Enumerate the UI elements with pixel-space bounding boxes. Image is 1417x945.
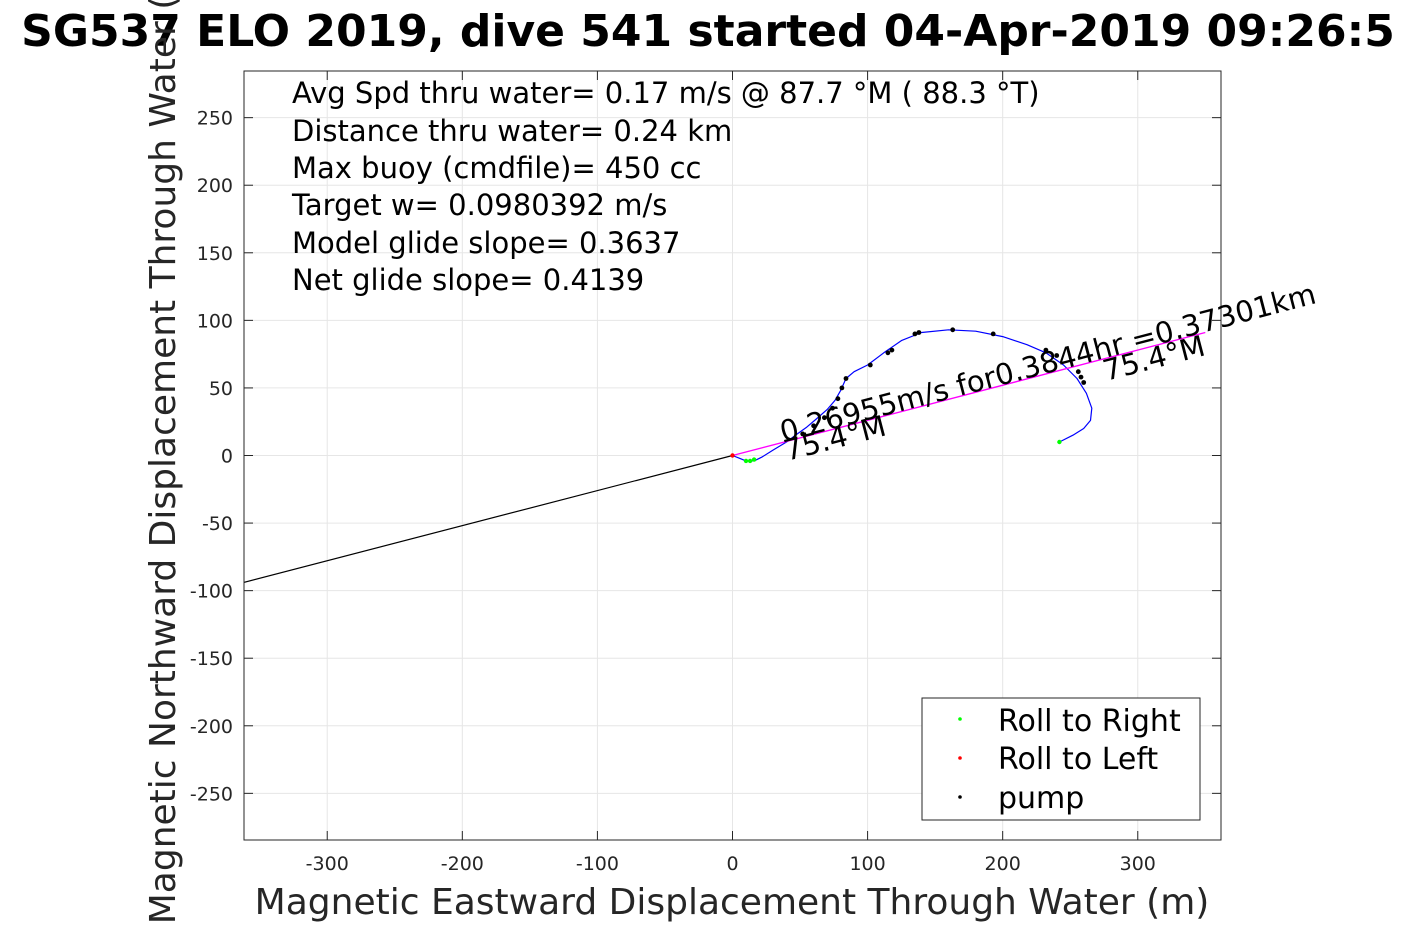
annotation-avg-speed: Avg Spd thru water= 0.17 m/s @ 87.7 °M (… (292, 76, 1040, 110)
y-tick-label: 50 (209, 378, 233, 400)
annotation-target-w: Target w= 0.0980392 m/s (291, 188, 667, 222)
x-tick-label: -200 (441, 853, 484, 875)
y-tick-label: 250 (197, 108, 233, 130)
roll-to-right-marker (751, 457, 757, 462)
chart-title: SG537 ELO 2019, dive 541 started 04-Apr-… (21, 6, 1395, 57)
y-tick-label: 150 (197, 243, 233, 265)
x-tick-label: 0 (726, 853, 738, 875)
data-curves (244, 329, 1206, 583)
pump-marker (885, 350, 891, 356)
legend-label-roll-right: Roll to Right (998, 704, 1181, 739)
annotation-distance: Distance thru water= 0.24 km (292, 114, 732, 148)
annotation-net-glide: Net glide slope= 0.4139 (292, 263, 644, 297)
legend: Roll to Right Roll to Left pump (921, 697, 1201, 821)
y-tick-label: -200 (190, 716, 233, 738)
roll-to-left-marker (730, 453, 735, 458)
x-tick-label: -300 (306, 853, 349, 875)
pump-marker (867, 362, 873, 368)
pump-marker (950, 327, 956, 333)
axis-ticks: -300 -200 -100 0 100 200 300 250 200 150 100 50 0 -50… (190, 71, 1221, 875)
pump-marker (822, 415, 827, 421)
y-tick-label: -100 (190, 581, 233, 603)
pump-marker (912, 331, 918, 337)
pump-marker (1054, 353, 1060, 358)
pump-marker (835, 396, 841, 402)
pump-marker (1043, 347, 1049, 353)
legend-box (921, 697, 1201, 821)
y-tick-label: 0 (221, 446, 233, 468)
x-tick-label: 100 (849, 853, 885, 875)
legend-marker-roll-left (958, 756, 962, 760)
pump-marker (843, 376, 849, 381)
legend-marker-pump (958, 795, 962, 799)
pump-marker (811, 423, 816, 429)
vector-line (732, 331, 1206, 457)
pump-marker (830, 405, 835, 411)
data-markers (730, 327, 1087, 464)
y-tick-label: -150 (190, 648, 233, 670)
y-tick-label: -50 (202, 513, 233, 535)
y-axis-label: Magnetic Northward Displacement Through … (143, 0, 184, 924)
annotation-max-buoy: Max buoy (cmdfile)= 450 cc (292, 151, 701, 185)
x-axis-label: Magnetic Eastward Displacement Through W… (255, 882, 1210, 923)
track-line (732, 329, 1093, 462)
drift-line (244, 454, 733, 583)
roll-to-right-marker (747, 458, 753, 464)
y-tick-label: 100 (197, 310, 233, 332)
x-tick-label: 300 (1120, 853, 1156, 875)
pump-marker (990, 331, 996, 337)
roll-to-right-marker (743, 458, 749, 464)
legend-label-roll-left: Roll to Left (998, 742, 1158, 777)
pump-marker (889, 347, 895, 353)
x-tick-label: 200 (985, 853, 1021, 875)
pump-marker (839, 385, 845, 391)
x-tick-label: -100 (576, 853, 619, 875)
plot-frame (243, 70, 1222, 841)
legend-marker-roll-right (958, 717, 962, 721)
annotation-box: Avg Spd thru water= 0.17 m/s @ 87.7 °M (… (291, 76, 1040, 297)
roll-to-right-marker (1057, 439, 1062, 445)
pump-marker (1075, 369, 1081, 375)
legend-label-pump: pump (998, 781, 1084, 816)
grid (244, 71, 1221, 840)
pump-marker (800, 431, 806, 437)
pump-marker (1078, 374, 1084, 380)
y-tick-label: 200 (197, 175, 233, 197)
pump-marker (1081, 380, 1087, 385)
annotation-model-glide: Model glide slope= 0.3637 (292, 226, 680, 260)
pump-marker (916, 330, 922, 335)
y-tick-label: -250 (190, 783, 233, 805)
